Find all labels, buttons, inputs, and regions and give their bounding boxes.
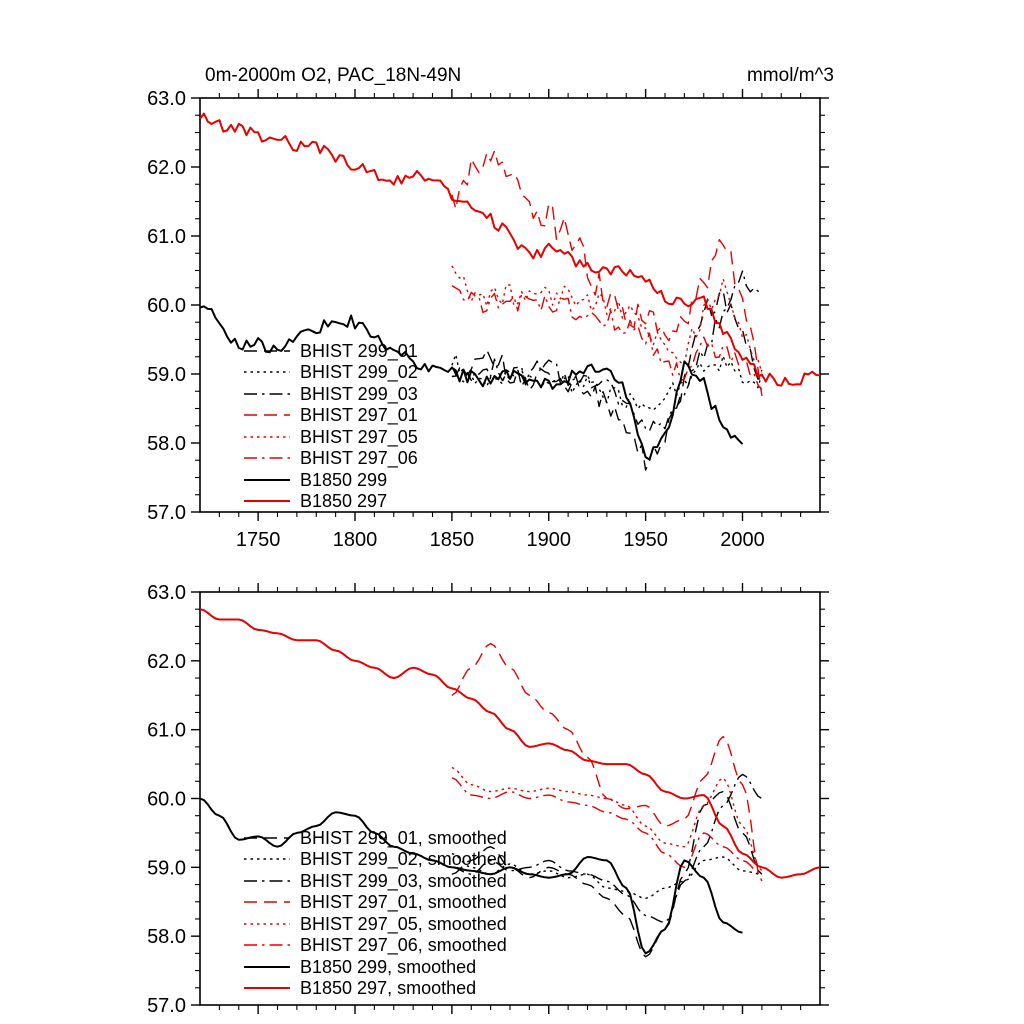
chart-unit-label: mmol/m^3 xyxy=(746,65,834,86)
legend-label: B1850 299, smoothed xyxy=(300,956,477,977)
x-tick-label: 1850 xyxy=(430,529,475,551)
series-raw-b1850-297 xyxy=(200,112,820,387)
series-smoothed-bhist-297_01 xyxy=(451,642,763,882)
legend-item: BHIST 299_02 xyxy=(243,362,418,384)
legend-item: B1850 297 xyxy=(243,491,418,513)
legend-line-sample xyxy=(244,880,290,882)
legend-label: BHIST 299_01, smoothed xyxy=(300,827,507,848)
y-tick-label: 58.0 xyxy=(147,926,186,948)
legend-item: BHIST 297_01 xyxy=(243,405,418,427)
y-tick-label: 62.0 xyxy=(147,157,186,179)
x-tick-label: 2000 xyxy=(720,529,765,551)
series-raw-bhist-299_03 xyxy=(451,270,763,432)
y-tick-label: 60.0 xyxy=(147,295,186,317)
legend-label: BHIST 299_01 xyxy=(300,340,418,361)
legend-item: B1850 297, smoothed xyxy=(243,978,507,1000)
x-tick-label: 1800 xyxy=(333,529,378,551)
legend-label: B1850 299 xyxy=(300,469,388,490)
legend-label: BHIST 297_05 xyxy=(300,426,418,447)
legend-item: BHIST 297_06 xyxy=(243,448,418,470)
y-tick-label: 63.0 xyxy=(147,582,186,604)
legend-item: BHIST 299_03, smoothed xyxy=(243,870,507,892)
legend-line-sample xyxy=(244,414,290,416)
legend-item: BHIST 299_02, smoothed xyxy=(243,849,507,871)
series-smoothed-bhist-297_06 xyxy=(451,777,763,875)
y-tick-label: 63.0 xyxy=(147,88,186,110)
y-tick-label: 58.0 xyxy=(147,433,186,455)
legend-item: B1850 299, smoothed xyxy=(243,956,507,978)
series-smoothed-bhist-299_01 xyxy=(451,790,763,958)
series-raw-bhist-297_01 xyxy=(451,150,763,397)
chart-title: 0m-2000m O2, PAC_18N-49N xyxy=(205,65,462,86)
series-smoothed-bhist-299_02 xyxy=(451,852,762,899)
legend-label: BHIST 297_01, smoothed xyxy=(300,892,507,913)
legend-item: BHIST 297_05 xyxy=(243,426,418,448)
y-tick-label: 61.0 xyxy=(147,226,186,248)
legend-label: B1850 297 xyxy=(300,491,388,512)
legend-raw-panel: BHIST 299_01 BHIST 299_02 BHIST 299_03 BHIS… xyxy=(243,340,418,512)
legend-line-sample xyxy=(244,436,290,438)
legend-label: BHIST 297_01 xyxy=(300,405,418,426)
legend-smoothed-panel: BHIST 299_01, smoothed BHIST 299_02, smoo… xyxy=(243,827,507,999)
x-tick-label: 1950 xyxy=(623,529,668,551)
legend-item: BHIST 299_01, smoothed xyxy=(243,827,507,849)
legend-label: BHIST 299_03, smoothed xyxy=(300,870,507,891)
legend-item: BHIST 299_03 xyxy=(243,383,418,405)
legend-label: BHIST 299_02 xyxy=(300,362,418,383)
legend-label: BHIST 297_06, smoothed xyxy=(300,935,507,956)
legend-label: BHIST 299_02, smoothed xyxy=(300,849,507,870)
legend-line-sample xyxy=(244,500,290,503)
x-tick-label: 1750 xyxy=(236,529,281,551)
y-tick-label: 61.0 xyxy=(147,720,186,742)
legend-line-sample xyxy=(244,965,290,968)
y-tick-label: 57.0 xyxy=(147,995,186,1017)
legend-item: BHIST 297_06, smoothed xyxy=(243,935,507,957)
series-raw-bhist-299_02 xyxy=(451,353,763,411)
series-raw-bhist-297_05 xyxy=(451,265,763,373)
y-tick-label: 62.0 xyxy=(147,651,186,673)
legend-line-sample xyxy=(244,457,290,459)
legend-item: BHIST 299_01 xyxy=(243,340,418,362)
legend-label: BHIST 297_06 xyxy=(300,448,418,469)
legend-line-sample xyxy=(244,987,290,990)
series-smoothed-b1850-297 xyxy=(200,608,820,879)
legend-item: B1850 299 xyxy=(243,469,418,491)
legend-line-sample xyxy=(244,944,290,946)
x-tick-label: 1900 xyxy=(527,529,572,551)
legend-line-sample xyxy=(244,350,290,352)
legend-line-sample xyxy=(244,923,290,925)
legend-line-sample xyxy=(244,901,290,903)
y-tick-label: 59.0 xyxy=(147,857,186,879)
legend-item: BHIST 297_01, smoothed xyxy=(243,892,507,914)
legend-line-sample xyxy=(244,393,290,395)
legend-line-sample xyxy=(244,837,290,839)
series-smoothed-b1850-299 xyxy=(200,797,743,955)
legend-line-sample xyxy=(244,858,290,860)
y-tick-label: 57.0 xyxy=(147,502,186,524)
legend-item: BHIST 297_05, smoothed xyxy=(243,913,507,935)
series-raw-b1850-299 xyxy=(200,305,744,461)
y-tick-label: 60.0 xyxy=(147,789,186,811)
legend-line-sample xyxy=(244,478,290,481)
series-smoothed-bhist-297_05 xyxy=(451,766,763,872)
legend-label: BHIST 299_03 xyxy=(300,383,418,404)
y-tick-label: 59.0 xyxy=(147,364,186,386)
legend-line-sample xyxy=(244,371,290,373)
legend-label: B1850 297, smoothed xyxy=(300,978,477,999)
series-raw-bhist-297_06 xyxy=(451,285,763,391)
legend-label: BHIST 297_05, smoothed xyxy=(300,913,507,934)
